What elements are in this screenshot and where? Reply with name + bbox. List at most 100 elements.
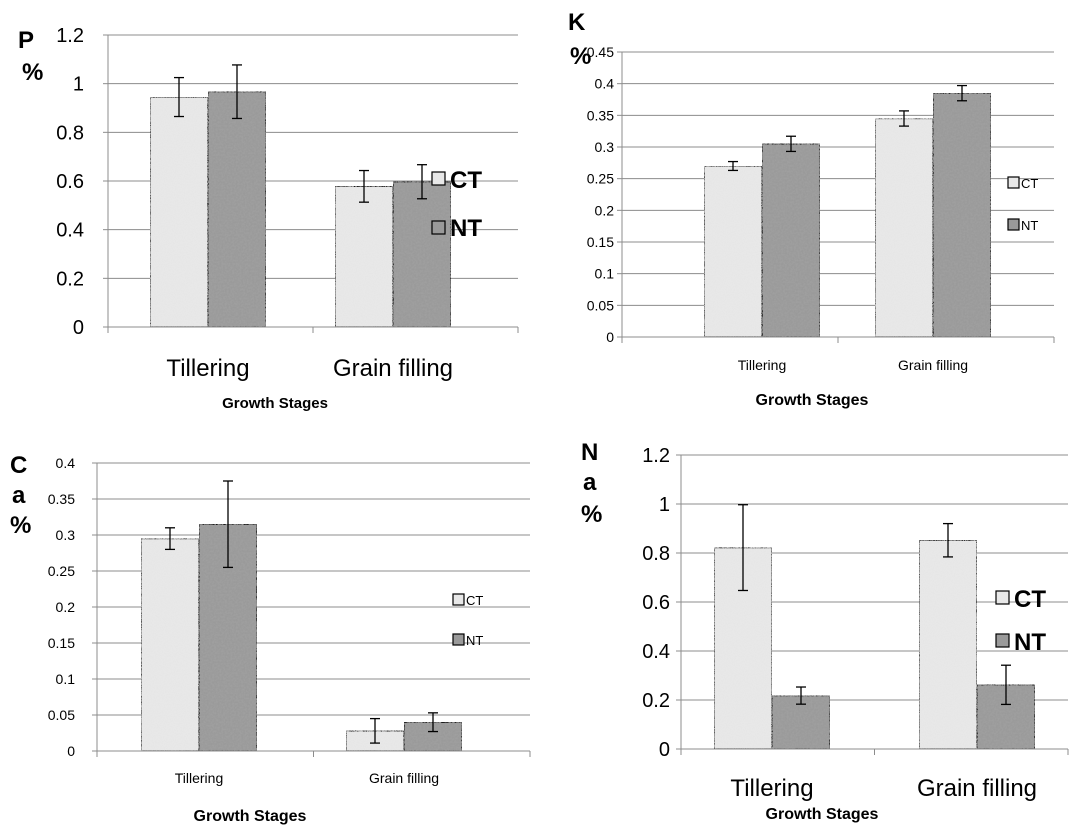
- y-tick-label: 0.4: [595, 76, 615, 92]
- error-bars: [174, 64, 427, 203]
- y-tick-label: 0.4: [56, 455, 76, 471]
- y-tick-label: 0.45: [587, 44, 614, 60]
- y-tick-label: 0.8: [56, 122, 84, 144]
- bar-nt: [392, 181, 452, 328]
- chart-panel-na: 0 0.2 0.4 0.6 0.8 1 1.2 Growth Stages N a % Ti…: [581, 439, 1069, 823]
- error-bars: [728, 84, 967, 172]
- chart-panel-k: 0 0.05 0.1 0.15 0.2 0.25 0.3 0.35 0.4 0.45 Growth…: [568, 9, 1055, 409]
- y-tick-label: 0.15: [587, 234, 614, 250]
- legend-swatch-ct: [995, 590, 1010, 605]
- error-bar-nt: [796, 686, 806, 705]
- x-tick-label: Tillering: [738, 357, 787, 373]
- legend-label-ct: CT: [466, 593, 483, 608]
- y-tick-label: 0.3: [595, 139, 615, 155]
- error-bar-nt: [417, 164, 427, 200]
- x-tick-label: Grain filling: [333, 355, 453, 382]
- error-bar-ct: [174, 76, 184, 118]
- axes: [676, 454, 1069, 755]
- error-bar-nt: [786, 135, 796, 153]
- y-tick-label: 0.4: [56, 220, 84, 242]
- bar-nt: [761, 143, 821, 338]
- legend: CT NT: [995, 586, 1046, 656]
- y-tick-label: 0: [606, 329, 614, 345]
- error-bar-ct: [359, 169, 369, 203]
- legend-swatch-nt: [995, 633, 1010, 648]
- y-title-line: P: [18, 27, 34, 54]
- x-tick-label: Grain filling: [898, 357, 968, 373]
- y-tick-label: 0.8: [642, 543, 670, 565]
- error-bar-ct: [899, 110, 909, 127]
- legend-swatch-nt: [452, 633, 465, 646]
- x-tick-label: Tillering: [175, 770, 224, 786]
- y-tick-label: 1: [73, 74, 84, 96]
- y-tick-label: 0.05: [587, 297, 614, 313]
- x-tick-label: Tillering: [166, 355, 249, 382]
- bar-nt: [932, 92, 992, 338]
- y-tick-label: 0.6: [642, 592, 670, 614]
- error-bar-nt: [223, 480, 233, 569]
- bars: [140, 523, 463, 752]
- y-title-line: %: [581, 501, 602, 528]
- chart-panel-ca: 0 0.05 0.1 0.15 0.2 0.25 0.3 0.35 0.4 Growth Sta…: [10, 452, 531, 825]
- legend-label-nt: NT: [1014, 629, 1046, 656]
- y-tick-label: 0.4: [642, 641, 670, 663]
- axes: [103, 34, 519, 333]
- y-tick-label: 0.35: [587, 107, 614, 123]
- legend-label-nt: NT: [466, 633, 483, 648]
- error-bar-ct: [728, 160, 738, 172]
- y-tick-label: 0.2: [56, 268, 84, 290]
- legend-label-nt: NT: [1021, 218, 1038, 233]
- y-tick-labels: 0 0.2 0.4 0.6 0.8 1 1.2: [56, 25, 84, 339]
- y-tick-label: 1.2: [642, 445, 670, 467]
- legend: CT NT: [431, 167, 482, 242]
- legend-swatch-ct: [1007, 176, 1020, 189]
- y-tick-label: 0: [73, 317, 84, 339]
- error-bars: [738, 504, 1011, 706]
- y-tick-labels: 0 0.05 0.1 0.15 0.2 0.25 0.3 0.35 0.4 0.45: [587, 44, 614, 345]
- y-tick-label: 0.35: [48, 491, 75, 507]
- legend-swatch-nt: [1007, 218, 1020, 231]
- legend-label-ct: CT: [1014, 586, 1046, 613]
- y-title-line: C: [10, 452, 27, 479]
- bars: [703, 92, 992, 338]
- y-title-line: K: [568, 9, 586, 36]
- y-tick-label: 0.2: [642, 690, 670, 712]
- y-tick-label: 0: [659, 739, 670, 761]
- error-bar-nt: [1001, 664, 1011, 706]
- x-tick-label: Tillering: [730, 775, 813, 802]
- bar-ct: [334, 185, 394, 328]
- y-title-line: %: [570, 43, 591, 70]
- bars: [713, 539, 1036, 750]
- error-bar-nt: [957, 84, 967, 102]
- y-title-line: N: [581, 439, 598, 466]
- x-axis-label: Growth Stages: [766, 806, 879, 823]
- y-tick-label: 0.3: [56, 527, 76, 543]
- y-tick-label: 0.25: [48, 563, 75, 579]
- legend-swatch-ct: [431, 171, 446, 186]
- legend-label-nt: NT: [450, 215, 482, 242]
- axes: [92, 462, 531, 757]
- x-axis-label: Growth Stages: [194, 808, 307, 825]
- bar-nt: [207, 91, 267, 328]
- error-bar-ct: [738, 504, 748, 592]
- legend-swatch-nt: [431, 220, 446, 235]
- bars: [149, 91, 452, 328]
- y-tick-label: 0.1: [56, 671, 76, 687]
- y-tick-label: 0: [67, 743, 75, 759]
- bar-ct: [874, 117, 934, 338]
- legend-swatch-ct: [452, 593, 465, 606]
- x-tick-label: Grain filling: [369, 770, 439, 786]
- bar-ct: [149, 96, 209, 328]
- error-bars: [165, 480, 438, 744]
- axes: [617, 51, 1055, 343]
- y-tick-label: 1.2: [56, 25, 84, 47]
- chart-panel-p: 0 0.2 0.4 0.6 0.8 1 1.2 Growth Stages P % Till…: [18, 25, 519, 412]
- y-tick-label: 0.25: [587, 171, 614, 187]
- legend-label-ct: CT: [1021, 176, 1038, 191]
- y-tick-label: 0.05: [48, 707, 75, 723]
- legend-label-ct: CT: [450, 167, 482, 194]
- y-tick-label: 0.2: [595, 202, 615, 218]
- y-tick-label: 0.15: [48, 635, 75, 651]
- y-title-line: a: [12, 482, 26, 509]
